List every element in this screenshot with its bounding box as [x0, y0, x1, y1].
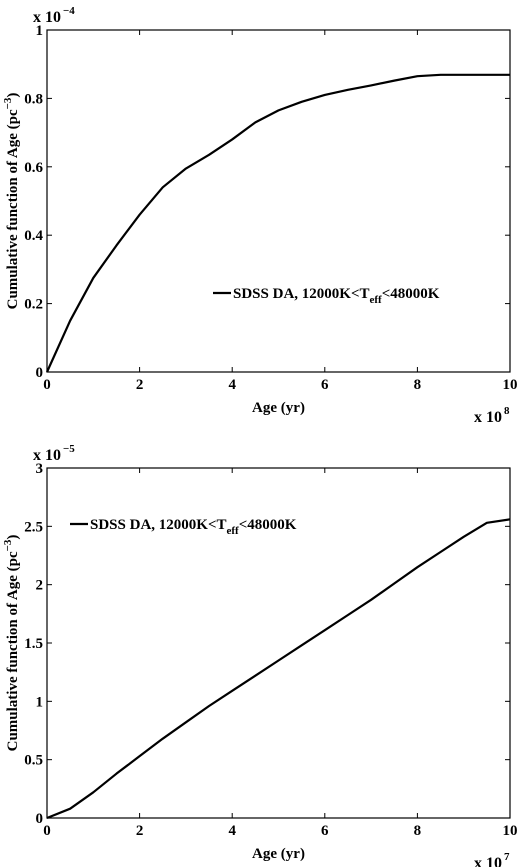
- series-line: [46, 518, 511, 820]
- legend-label-main: SDSS DA, 12000K<T: [233, 286, 370, 302]
- y-axis-label-main: Cumulative function of Age (pc: [5, 551, 21, 751]
- y-tick-label: 1.5: [24, 636, 43, 652]
- y-multiplier: x 10 −5: [33, 443, 75, 464]
- x-tick-label: 8: [414, 377, 422, 393]
- legend-label-subscript: eff: [370, 294, 383, 306]
- y-multiplier-exponent: −5: [63, 443, 75, 455]
- legend: SDSS DA, 12000K<Teff<48000K: [70, 517, 297, 537]
- y-tick-label: 0: [36, 365, 44, 381]
- y-tick-label: 1: [36, 694, 44, 710]
- legend-label-tail: <48000K: [239, 517, 297, 533]
- y-multiplier: x 10 −4: [33, 5, 75, 26]
- y-tick-label: 2: [36, 578, 44, 594]
- y-tick-label: 2.5: [24, 519, 43, 535]
- y-tick-label: 0.2: [24, 297, 43, 313]
- x-multiplier-exponent: 7: [504, 851, 510, 863]
- y-tick-label: 3: [36, 461, 44, 477]
- y-axis-label-superscript: −3: [2, 97, 14, 109]
- y-multiplier-base: x 10: [33, 447, 61, 464]
- x-tick-label: 6: [321, 377, 329, 393]
- legend-label: SDSS DA, 12000K<Teff<48000K: [233, 286, 440, 306]
- y-tick-label: 0: [36, 811, 44, 827]
- y-axis-label-close: ): [5, 535, 21, 540]
- x-tick-label: 10: [503, 377, 518, 393]
- x-tick-label: 6: [321, 823, 329, 839]
- y-tick-label: 0.6: [24, 160, 43, 176]
- x-tick-label: 2: [136, 823, 144, 839]
- x-multiplier: x 10 7: [474, 851, 510, 867]
- y-axis-label: Cumulative function of Age (pc−3): [2, 93, 21, 310]
- y-axis-label-superscript: −3: [2, 539, 14, 551]
- y-tick-label: 1: [36, 23, 44, 39]
- series-line: [45, 73, 510, 373]
- x-tick-label: 0: [43, 823, 51, 839]
- x-tick-label: 10: [503, 823, 518, 839]
- legend-label: SDSS DA, 12000K<Teff<48000K: [90, 517, 297, 537]
- legend: SDSS DA, 12000K<Teff<48000K: [213, 286, 440, 306]
- x-axis-label: Age (yr): [252, 400, 305, 416]
- x-multiplier-base: x 10: [474, 409, 502, 426]
- x-tick-label: 2: [136, 377, 144, 393]
- y-tick-label: 0.8: [24, 91, 43, 107]
- x-tick-label: 4: [228, 823, 236, 839]
- x-tick-label: 8: [414, 823, 422, 839]
- plot-frame: [46, 29, 511, 373]
- legend-label-main: SDSS DA, 12000K<T: [90, 517, 227, 533]
- y-axis-label-main: Cumulative function of Age (pc: [5, 109, 21, 309]
- x-multiplier: x 10 8: [474, 405, 510, 426]
- x-tick-label: 0: [43, 377, 51, 393]
- y-axis-label-close: ): [5, 93, 21, 98]
- y-tick-label: 0.5: [24, 753, 43, 769]
- y-multiplier-base: x 10: [33, 9, 61, 26]
- y-tick-label: 0.4: [24, 228, 43, 244]
- legend-label-tail: <48000K: [382, 286, 440, 302]
- x-multiplier-base: x 10: [474, 855, 502, 867]
- y-axis-label: Cumulative function of Age (pc−3): [2, 535, 21, 752]
- x-axis-label: Age (yr): [252, 846, 305, 862]
- x-multiplier-exponent: 8: [504, 405, 510, 417]
- legend-label-subscript: eff: [227, 525, 240, 537]
- y-multiplier-exponent: −4: [63, 5, 75, 17]
- x-tick-label: 4: [228, 377, 236, 393]
